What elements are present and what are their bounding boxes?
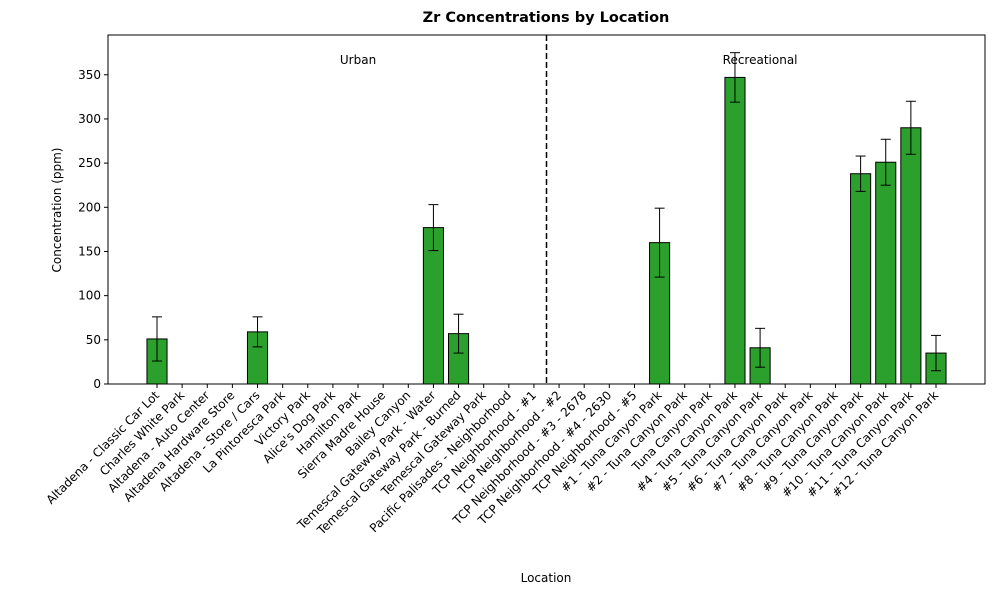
y-tick-label: 200 bbox=[78, 200, 101, 214]
error-bar bbox=[755, 327, 766, 368]
y-axis-label: Concentration (ppm) bbox=[50, 148, 64, 273]
x-axis-label: Location bbox=[521, 571, 572, 585]
error-bar bbox=[905, 100, 916, 155]
y-tick-label: 150 bbox=[78, 244, 101, 258]
error-bar bbox=[880, 138, 891, 186]
error-bar bbox=[428, 204, 439, 252]
error-bar bbox=[729, 52, 740, 103]
error-bar bbox=[453, 313, 464, 354]
y-tick-label: 300 bbox=[78, 112, 101, 126]
error-bar bbox=[252, 316, 263, 348]
group-label: Urban bbox=[340, 53, 376, 67]
error-bar bbox=[654, 207, 665, 278]
error-bar bbox=[855, 155, 866, 192]
y-tick-label: 50 bbox=[86, 333, 101, 347]
bar bbox=[724, 76, 746, 385]
y-tick-label: 0 bbox=[93, 377, 101, 391]
bar bbox=[875, 161, 897, 385]
y-tick-label: 100 bbox=[78, 289, 101, 303]
error-bar bbox=[930, 334, 941, 372]
y-tick-label: 350 bbox=[78, 68, 101, 82]
bar bbox=[850, 173, 872, 385]
plot-frame bbox=[107, 34, 986, 385]
group-label: Recreational bbox=[723, 53, 798, 67]
bar bbox=[900, 127, 922, 385]
x-tick-label: Altadena - Auto Center bbox=[105, 388, 212, 495]
chart-title: Zr Concentrations by Location bbox=[423, 10, 670, 26]
error-bar bbox=[152, 316, 163, 362]
y-tick-label: 250 bbox=[78, 156, 101, 170]
